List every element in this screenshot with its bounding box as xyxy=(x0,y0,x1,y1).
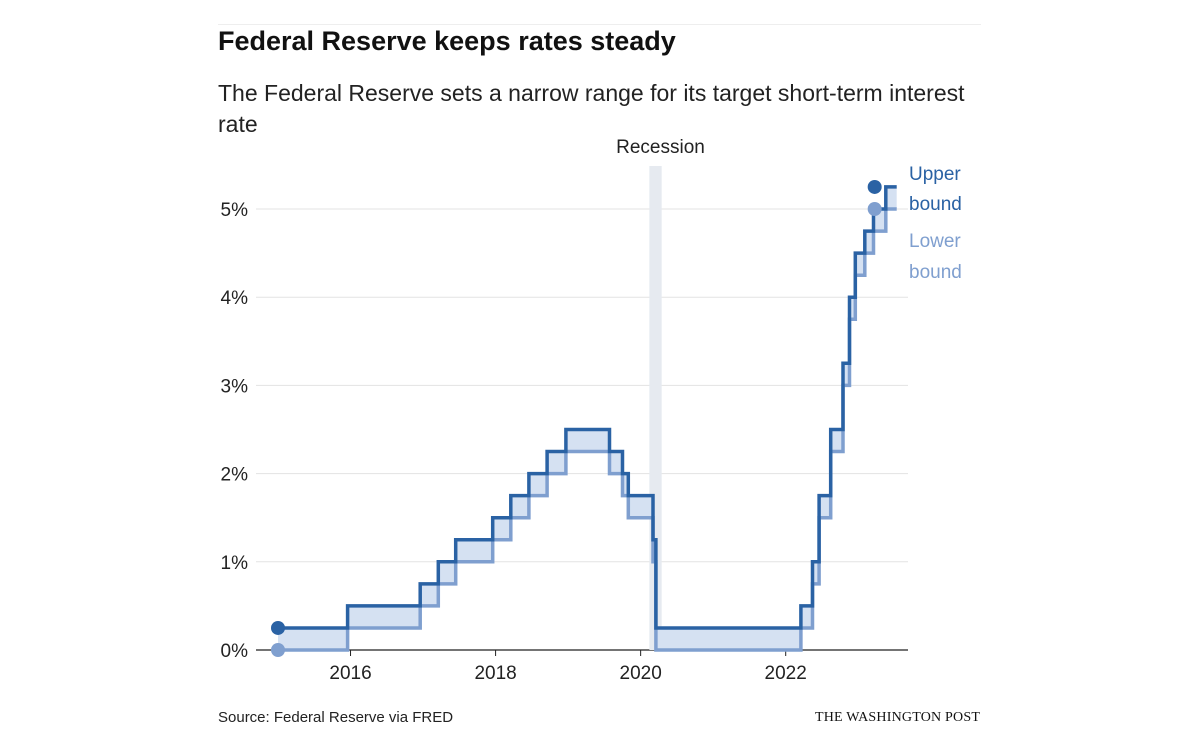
x-tick-label: 2018 xyxy=(474,663,516,684)
legend-upper-label-line2: bound xyxy=(909,194,962,215)
publisher-credit: THE WASHINGTON POST xyxy=(815,710,981,725)
lower-bound-end-point xyxy=(867,202,882,216)
chart-subtitle: The Federal Reserve sets a narrow range … xyxy=(218,80,965,137)
x-tick-label: 2016 xyxy=(329,663,371,684)
lower-bound-line xyxy=(278,207,897,652)
y-tick-label: 3% xyxy=(221,376,249,397)
x-tick-label: 2020 xyxy=(620,663,662,684)
source-note: Source: Federal Reserve via FRED xyxy=(218,709,454,726)
y-tick-label: 4% xyxy=(221,288,249,309)
legend-lower-label-line1: Lower xyxy=(909,231,961,252)
upper-bound-end-point xyxy=(867,179,882,194)
fill-layer xyxy=(278,186,897,650)
chart-title: Federal Reserve keeps rates steady xyxy=(218,26,676,56)
recession-label: Recession xyxy=(616,137,705,158)
legend-lower-label-line2: bound xyxy=(909,262,962,283)
y-tick-label: 1% xyxy=(221,553,249,574)
y-tick-label: 2% xyxy=(221,465,249,486)
range-fill xyxy=(278,186,897,650)
line-layer xyxy=(271,179,897,657)
y-tick-label: 0% xyxy=(221,641,249,662)
lower-bound-start-point xyxy=(271,643,285,657)
y-tick-label: 5% xyxy=(221,200,249,221)
upper-bound-start-point xyxy=(271,620,285,635)
legend-upper-label-line1: Upper xyxy=(909,164,961,185)
label-layer: 0% 1% 2% 3% 4% 5% 2016 2018 2020 2022 Recession Upp… xyxy=(221,137,962,684)
upper-bound-line xyxy=(278,185,897,630)
x-tick-label: 2022 xyxy=(765,663,807,684)
header-rule xyxy=(218,24,981,25)
